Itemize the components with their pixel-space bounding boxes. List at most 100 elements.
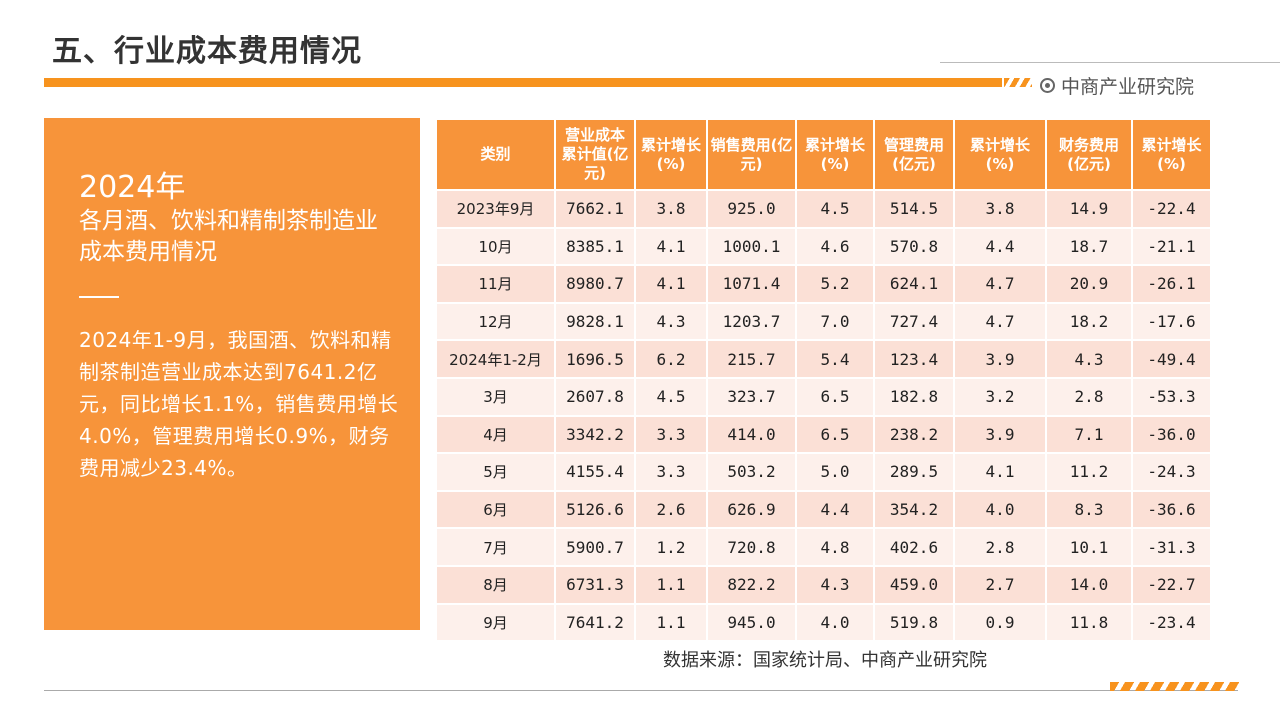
table-value-cell: 4.6 bbox=[795, 226, 875, 267]
table-value-cell: 18.2 bbox=[1045, 301, 1133, 342]
table-value-cell: 4155.4 bbox=[554, 452, 636, 492]
table-value-cell: 414.0 bbox=[706, 414, 797, 455]
table-category-cell: 8月 bbox=[435, 564, 556, 605]
table-value-cell: 4.0 bbox=[795, 602, 875, 643]
table-value-cell: 570.8 bbox=[873, 226, 955, 267]
table-header-cell: 管理费用(亿元) bbox=[873, 118, 955, 191]
table-header-row: 类别 营业成本累计值(亿元) 累计增长(%) 销售费用(亿元) 累计增长(%) 管理费用(… bbox=[435, 118, 1212, 191]
table-category-cell: 7月 bbox=[435, 527, 556, 567]
brand-circle-icon bbox=[1040, 78, 1055, 93]
brand-logo: 中商产业研究院 bbox=[1040, 72, 1194, 99]
table-header-cell: 类别 bbox=[435, 118, 556, 191]
table-value-cell: 5.0 bbox=[795, 452, 875, 492]
table-category-cell: 10月 bbox=[435, 226, 556, 267]
table-value-cell: 4.1 bbox=[634, 264, 708, 304]
table-value-cell: 354.2 bbox=[873, 489, 955, 530]
table-value-cell: 1696.5 bbox=[554, 339, 636, 379]
table-header-cell: 累计增长(%) bbox=[634, 118, 708, 191]
table-value-cell: 459.0 bbox=[873, 564, 955, 605]
table-category-cell: 11月 bbox=[435, 264, 556, 304]
table-value-cell: 4.8 bbox=[795, 527, 875, 567]
table-value-cell: 4.0 bbox=[953, 489, 1047, 530]
table-value-cell: 5.4 bbox=[795, 339, 875, 379]
table-header-cell: 营业成本累计值(亿元) bbox=[554, 118, 636, 191]
table-value-cell: 20.9 bbox=[1045, 264, 1133, 304]
table-value-cell: -53.3 bbox=[1131, 376, 1212, 417]
table-row: 5月 4155.4 3.3 503.2 5.0 289.5 4.1 11.2 -24.3 bbox=[435, 452, 1212, 492]
table-value-cell: 323.7 bbox=[706, 376, 797, 417]
table-value-cell: 822.2 bbox=[706, 564, 797, 605]
table-value-cell: 7.0 bbox=[795, 301, 875, 342]
table-value-cell: 1203.7 bbox=[706, 301, 797, 342]
table-value-cell: 624.1 bbox=[873, 264, 955, 304]
table-value-cell: 2.8 bbox=[1045, 376, 1133, 417]
table-row: 6月 5126.6 2.6 626.9 4.4 354.2 4.0 8.3 -36.6 bbox=[435, 489, 1212, 530]
table-value-cell: 2.6 bbox=[634, 489, 708, 530]
footer-line bbox=[44, 690, 1238, 691]
header-divider-line bbox=[940, 62, 1280, 63]
panel-body-text: 2024年1-9月，我国酒、饮料和精制茶制造营业成本达到7641.2亿元，同比增… bbox=[79, 328, 399, 480]
table-value-cell: 4.4 bbox=[795, 489, 875, 530]
table-value-cell: 4.5 bbox=[634, 376, 708, 417]
table-value-cell: 0.9 bbox=[953, 602, 1047, 643]
table-value-cell: 123.4 bbox=[873, 339, 955, 379]
table-value-cell: 6.5 bbox=[795, 414, 875, 455]
table-value-cell: 7662.1 bbox=[554, 189, 636, 229]
table-value-cell: 4.3 bbox=[795, 564, 875, 605]
table-category-cell: 2024年1-2月 bbox=[435, 339, 556, 379]
table-category-cell: 2023年9月 bbox=[435, 189, 556, 229]
table-row: 4月 3342.2 3.3 414.0 6.5 238.2 3.9 7.1 -36.0 bbox=[435, 414, 1212, 455]
table-category-cell: 12月 bbox=[435, 301, 556, 342]
table-value-cell: 3.8 bbox=[634, 189, 708, 229]
table-body: 2023年9月 7662.1 3.8 925.0 4.5 514.5 3.8 14.9 -22.… bbox=[435, 189, 1212, 643]
table-value-cell: 6.5 bbox=[795, 376, 875, 417]
table-value-cell: 11.8 bbox=[1045, 602, 1133, 643]
table-value-cell: 519.8 bbox=[873, 602, 955, 643]
table-value-cell: 5.2 bbox=[795, 264, 875, 304]
table-category-cell: 6月 bbox=[435, 489, 556, 530]
table-category-cell: 3月 bbox=[435, 376, 556, 417]
brand-name: 中商产业研究院 bbox=[1061, 76, 1195, 98]
table-value-cell: 4.5 bbox=[795, 189, 875, 229]
table-value-cell: 1071.4 bbox=[706, 264, 797, 304]
table-header-cell: 累计增长(%) bbox=[1131, 118, 1212, 191]
table-category-cell: 4月 bbox=[435, 414, 556, 455]
table-value-cell: -26.1 bbox=[1131, 264, 1212, 304]
table-value-cell: 8385.1 bbox=[554, 226, 636, 267]
panel-heading: 各月酒、饮料和精制茶制造业成本费用情况 bbox=[79, 208, 378, 265]
table-value-cell: 4.4 bbox=[953, 226, 1047, 267]
table-value-cell: 3.9 bbox=[953, 414, 1047, 455]
table-value-cell: -31.3 bbox=[1131, 527, 1212, 567]
table-row: 2023年9月 7662.1 3.8 925.0 4.5 514.5 3.8 14.9 -22.… bbox=[435, 189, 1212, 229]
table-value-cell: 9828.1 bbox=[554, 301, 636, 342]
table-value-cell: 6.2 bbox=[634, 339, 708, 379]
table-value-cell: 4.1 bbox=[634, 226, 708, 267]
table-value-cell: 727.4 bbox=[873, 301, 955, 342]
table-value-cell: -24.3 bbox=[1131, 452, 1212, 492]
title-bar-stripes bbox=[1004, 78, 1032, 87]
table-value-cell: 4.7 bbox=[953, 301, 1047, 342]
table-value-cell: 10.1 bbox=[1045, 527, 1133, 567]
table-value-cell: 626.9 bbox=[706, 489, 797, 530]
table-value-cell: -23.4 bbox=[1131, 602, 1212, 643]
table-value-cell: 1.1 bbox=[634, 564, 708, 605]
table-value-cell: 18.7 bbox=[1045, 226, 1133, 267]
table-value-cell: 4.3 bbox=[634, 301, 708, 342]
table-value-cell: 720.8 bbox=[706, 527, 797, 567]
title-underline-bar bbox=[44, 78, 1002, 87]
cost-expense-table: 类别 营业成本累计值(亿元) 累计增长(%) 销售费用(亿元) 累计增长(%) 管理费用(… bbox=[435, 118, 1212, 643]
table-row: 11月 8980.7 4.1 1071.4 5.2 624.1 4.7 20.9 -26.1 bbox=[435, 264, 1212, 304]
table-value-cell: 3.9 bbox=[953, 339, 1047, 379]
table-value-cell: 4.7 bbox=[953, 264, 1047, 304]
source-note: 数据来源：国家统计局、中商产业研究院 bbox=[663, 650, 987, 671]
table-value-cell: 7641.2 bbox=[554, 602, 636, 643]
table-value-cell: 3.2 bbox=[953, 376, 1047, 417]
table-value-cell: 4.3 bbox=[1045, 339, 1133, 379]
table-value-cell: 182.8 bbox=[873, 376, 955, 417]
table-value-cell: 925.0 bbox=[706, 189, 797, 229]
table-row: 8月 6731.3 1.1 822.2 4.3 459.0 2.7 14.0 -22.7 bbox=[435, 564, 1212, 605]
table-value-cell: 1000.1 bbox=[706, 226, 797, 267]
summary-panel: 2024年 各月酒、饮料和精制茶制造业成本费用情况 2024年1-9月，我国酒、… bbox=[44, 118, 420, 630]
table-row: 7月 5900.7 1.2 720.8 4.8 402.6 2.8 10.1 -31.3 bbox=[435, 527, 1212, 567]
table-value-cell: -36.6 bbox=[1131, 489, 1212, 530]
